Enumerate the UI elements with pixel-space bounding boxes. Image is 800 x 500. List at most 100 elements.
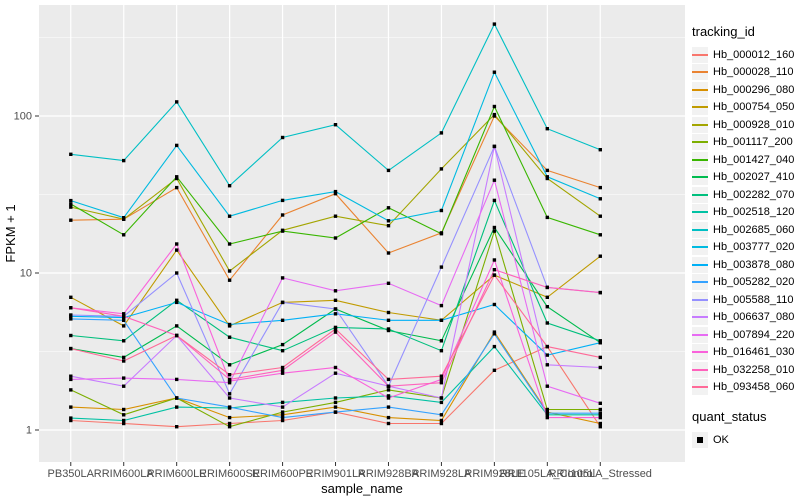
data-point [386,421,391,426]
data-point [439,303,444,308]
x-tick-label: RRIM901LA [306,468,367,480]
data-point [175,300,179,305]
data-point [492,330,497,334]
data-point [227,214,232,218]
legend-key-swatch [692,46,708,63]
data-point [333,365,338,370]
data-point [545,353,549,357]
data-point [280,413,285,417]
data-point [227,396,232,400]
x-tick-label: RRIM600SE [199,468,260,480]
legend-key-swatch [692,326,708,343]
data-point [175,425,179,429]
data-point [333,307,338,311]
legend-key-line [692,176,708,179]
legend-key-line [692,368,708,371]
legend-item-label: Hb_005588_110 [713,293,794,306]
legend-item-label: Hb_000012_160 [713,48,795,61]
data-point [545,407,549,412]
data-point [280,400,285,405]
data-point [492,112,497,117]
data-point [492,273,497,277]
data-point [280,365,285,370]
data-point [545,384,549,388]
legend-item-Hb_000296_080: Hb_000296_080 [692,81,798,99]
legend-key-line [692,228,708,231]
data-point [386,281,391,285]
data-point [386,251,391,255]
data-point [227,242,232,246]
legend-item-label: Hb_003878_080 [713,258,795,271]
legend-key-swatch [692,134,708,151]
data-point [492,70,497,74]
data-point [492,368,497,372]
data-point [227,377,232,382]
data-point [122,355,126,360]
data-point [545,127,549,131]
data-point [386,168,391,173]
legend-item-label: Hb_005282_020 [713,276,795,289]
data-point [122,418,126,423]
data-point [598,197,602,201]
legend-item-Hb_006637_080: Hb_006637_080 [692,309,798,327]
legend-key-line [692,53,708,56]
legend-key-line [692,316,708,319]
legend-key-line [692,351,708,354]
legend-key-line [692,123,708,126]
data-point [280,415,285,420]
data-point [439,349,444,353]
data-point [439,418,444,423]
data-point [333,192,338,196]
legend-item-label: Hb_016461_030 [713,346,795,359]
legend-key-line [692,211,708,214]
data-point [175,333,179,338]
data-point [598,365,602,370]
legend-item-Hb_002518_120: Hb_002518_120 [692,204,798,222]
data-point [545,321,549,325]
legend-item-Hb_007894_220: Hb_007894_220 [692,326,798,344]
data-point [386,405,391,409]
legend-key-swatch [692,379,708,396]
legend-item-Hb_093458_060: Hb_093458_060 [692,379,798,397]
data-point [280,405,285,409]
legend-key-swatch [692,169,708,186]
legend-key-swatch [692,99,708,116]
data-point [492,229,497,233]
legend-item-label: Hb_003777_020 [713,241,795,254]
data-point [122,413,126,417]
data-point [122,233,126,237]
data-point [69,317,73,321]
legend-key-line [692,281,708,284]
data-point [333,236,338,240]
data-point [122,407,126,412]
data-point [545,363,549,367]
data-point [122,314,126,318]
legend-item-Hb_003777_020: Hb_003777_020 [692,239,798,257]
legend-item-label: Hb_002027_410 [713,171,795,184]
legend-key-line [692,386,708,389]
data-point [175,298,179,302]
legend-key-line [692,263,708,266]
legend-key-swatch [692,344,708,361]
data-point [386,396,391,400]
legend-item-Hb_032258_010: Hb_032258_010 [692,361,798,379]
legend-title-quant-status: quant_status [692,409,767,424]
data-point [227,425,232,429]
panel-background [39,5,685,462]
data-point [439,377,444,382]
legend-item-Hb_002027_410: Hb_002027_410 [692,169,798,187]
legend-key-swatch [692,186,708,203]
data-point [69,377,73,382]
legend-key-line [692,246,708,249]
data-point [333,289,338,293]
data-point [280,276,285,280]
legend-item-label: Hb_000028_110 [713,66,794,79]
legend-item-label: Hb_006637_080 [713,311,795,324]
data-point [492,144,497,149]
data-point [175,271,179,275]
data-point [492,302,497,307]
legend-item-label: Hb_000296_080 [713,83,795,96]
x-axis-title: sample_name [321,481,403,496]
